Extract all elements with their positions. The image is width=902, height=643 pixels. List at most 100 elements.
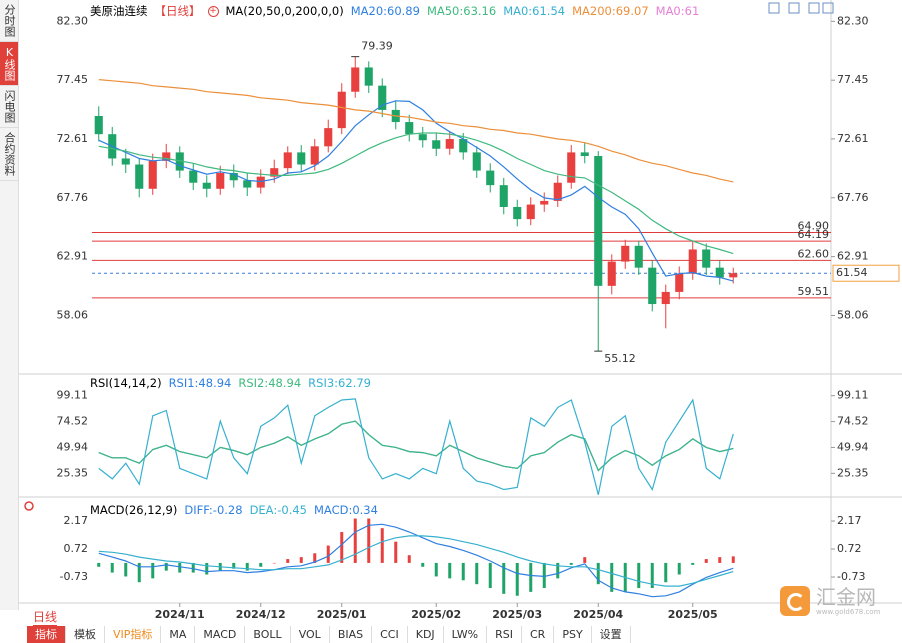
y-tick-label: 99.11 bbox=[57, 389, 89, 402]
y-tick-label: -0.73 bbox=[60, 570, 88, 583]
macd-bar bbox=[650, 562, 654, 589]
y-tick-label: 0.72 bbox=[64, 542, 89, 555]
add-icon[interactable]: + bbox=[207, 5, 219, 17]
period-selector[interactable]: 日线 bbox=[33, 610, 58, 626]
candle-body bbox=[94, 115, 103, 135]
level-label: 64.90 bbox=[798, 219, 830, 232]
candle-body bbox=[418, 134, 427, 141]
candle-body bbox=[661, 291, 670, 305]
y-tick-label: 77.45 bbox=[837, 73, 869, 86]
settings-icon[interactable] bbox=[24, 501, 34, 511]
toolbar-tab[interactable]: 模板 bbox=[66, 626, 105, 643]
chart-title: RSI(14,14,2) bbox=[90, 376, 162, 390]
price-legend: 美原油连续 【日线】 + MA(20,50,0,200,0,0) MA20:60… bbox=[90, 3, 699, 19]
sidebar-tab[interactable]: K线图 bbox=[0, 42, 18, 86]
macd-bar bbox=[245, 562, 249, 571]
sidebar-tab[interactable]: 分时图 bbox=[0, 0, 18, 42]
macd-bar bbox=[299, 557, 303, 563]
legend-item: MA0:61.54 bbox=[503, 4, 566, 18]
y-tick-label: 0.72 bbox=[837, 542, 862, 555]
candle-body bbox=[526, 204, 535, 220]
sidebar-tab[interactable]: 合约资料 bbox=[0, 128, 18, 181]
macd-bar bbox=[704, 559, 708, 563]
watermark-url: www.gold678.com bbox=[816, 608, 881, 616]
icon-button[interactable] bbox=[822, 2, 834, 14]
x-tick-label: 2025/04 bbox=[573, 608, 623, 621]
toolbar-tab[interactable]: VIP指标 bbox=[105, 626, 162, 643]
candle-body bbox=[607, 261, 616, 286]
y-tick-label: 72.61 bbox=[837, 132, 869, 145]
candle-body bbox=[162, 152, 171, 161]
candle-body bbox=[621, 245, 630, 262]
macd-bar bbox=[259, 562, 263, 567]
x-tick-label: 2025/01 bbox=[317, 608, 367, 621]
macd-bar bbox=[353, 518, 357, 563]
y-tick-label: 74.52 bbox=[57, 415, 89, 428]
macd-bar bbox=[313, 553, 317, 563]
candle-body bbox=[445, 139, 454, 149]
macd-bar bbox=[718, 557, 722, 563]
icon-button[interactable] bbox=[808, 2, 820, 14]
toolbar-tab[interactable]: PSY bbox=[554, 626, 592, 643]
series-line bbox=[98, 420, 734, 472]
candle-body bbox=[283, 152, 292, 169]
icon-button[interactable] bbox=[788, 2, 800, 14]
candle-body bbox=[594, 156, 603, 286]
macd-bar bbox=[110, 562, 114, 573]
toolbar-tab[interactable]: VOL bbox=[291, 626, 330, 643]
candle-body bbox=[351, 67, 360, 92]
toolbar-tab[interactable]: BIAS bbox=[330, 626, 373, 643]
toolbar-tab[interactable]: KDJ bbox=[408, 626, 444, 643]
toolbar-tab[interactable]: LW% bbox=[444, 626, 488, 643]
candle-body bbox=[553, 182, 562, 201]
macd-bar bbox=[421, 562, 425, 567]
legend-item: MA200:69.07 bbox=[572, 4, 649, 18]
icon-button[interactable] bbox=[768, 2, 780, 14]
x-tick-label: 2025/02 bbox=[411, 608, 461, 621]
macd-bar bbox=[367, 518, 371, 563]
macd-bar bbox=[691, 562, 695, 565]
candle-body bbox=[270, 168, 279, 177]
toolbar-tab[interactable]: MA bbox=[161, 626, 196, 643]
macd-bar bbox=[664, 562, 668, 583]
series-line bbox=[98, 79, 734, 183]
toolbar-tab[interactable]: 设置 bbox=[592, 626, 631, 643]
toolbar-tab[interactable]: MACD bbox=[195, 626, 246, 643]
macd-bar bbox=[205, 562, 209, 575]
macd-bar bbox=[677, 562, 681, 575]
toolbar-tab[interactable]: RSI bbox=[487, 626, 522, 643]
candle-body bbox=[459, 139, 468, 153]
macd-bar bbox=[488, 562, 492, 589]
legend-item: RSI1:48.94 bbox=[168, 376, 232, 390]
macd-bar bbox=[340, 532, 344, 563]
macd-bar bbox=[97, 562, 101, 567]
candle-body bbox=[513, 206, 522, 220]
legend-item: MA20:60.89 bbox=[350, 4, 420, 18]
toolbar-tab[interactable]: 指标 bbox=[27, 626, 66, 643]
low-label: 55.12 bbox=[604, 352, 636, 365]
sidebar-tab[interactable]: 闪电图 bbox=[0, 86, 18, 128]
candle-body bbox=[715, 267, 724, 278]
y-tick-label: 49.94 bbox=[837, 440, 869, 453]
macd-bar bbox=[272, 562, 276, 564]
macd-bar bbox=[326, 545, 330, 563]
candle-body bbox=[189, 170, 198, 183]
macd-bar bbox=[461, 562, 465, 581]
toolbar-tab[interactable]: CR bbox=[522, 626, 555, 643]
candle-body bbox=[567, 152, 576, 183]
y-tick-label: 58.06 bbox=[57, 308, 89, 321]
candle-body bbox=[243, 180, 252, 188]
y-tick-label: 2.17 bbox=[837, 514, 862, 527]
watermark-name: 汇金网 bbox=[816, 585, 876, 609]
high-label: 79.39 bbox=[361, 40, 393, 53]
candle-body bbox=[121, 158, 130, 165]
candle-body bbox=[256, 176, 265, 188]
toolbar-tab[interactable]: BOLL bbox=[245, 626, 291, 643]
macd-bar bbox=[124, 562, 128, 577]
x-tick-label: 2025/03 bbox=[492, 608, 542, 621]
macd-bar bbox=[731, 556, 735, 563]
toolbar-tab[interactable]: CCI bbox=[372, 626, 408, 643]
y-tick-label: 67.76 bbox=[57, 191, 89, 204]
macd-bar bbox=[232, 562, 236, 569]
